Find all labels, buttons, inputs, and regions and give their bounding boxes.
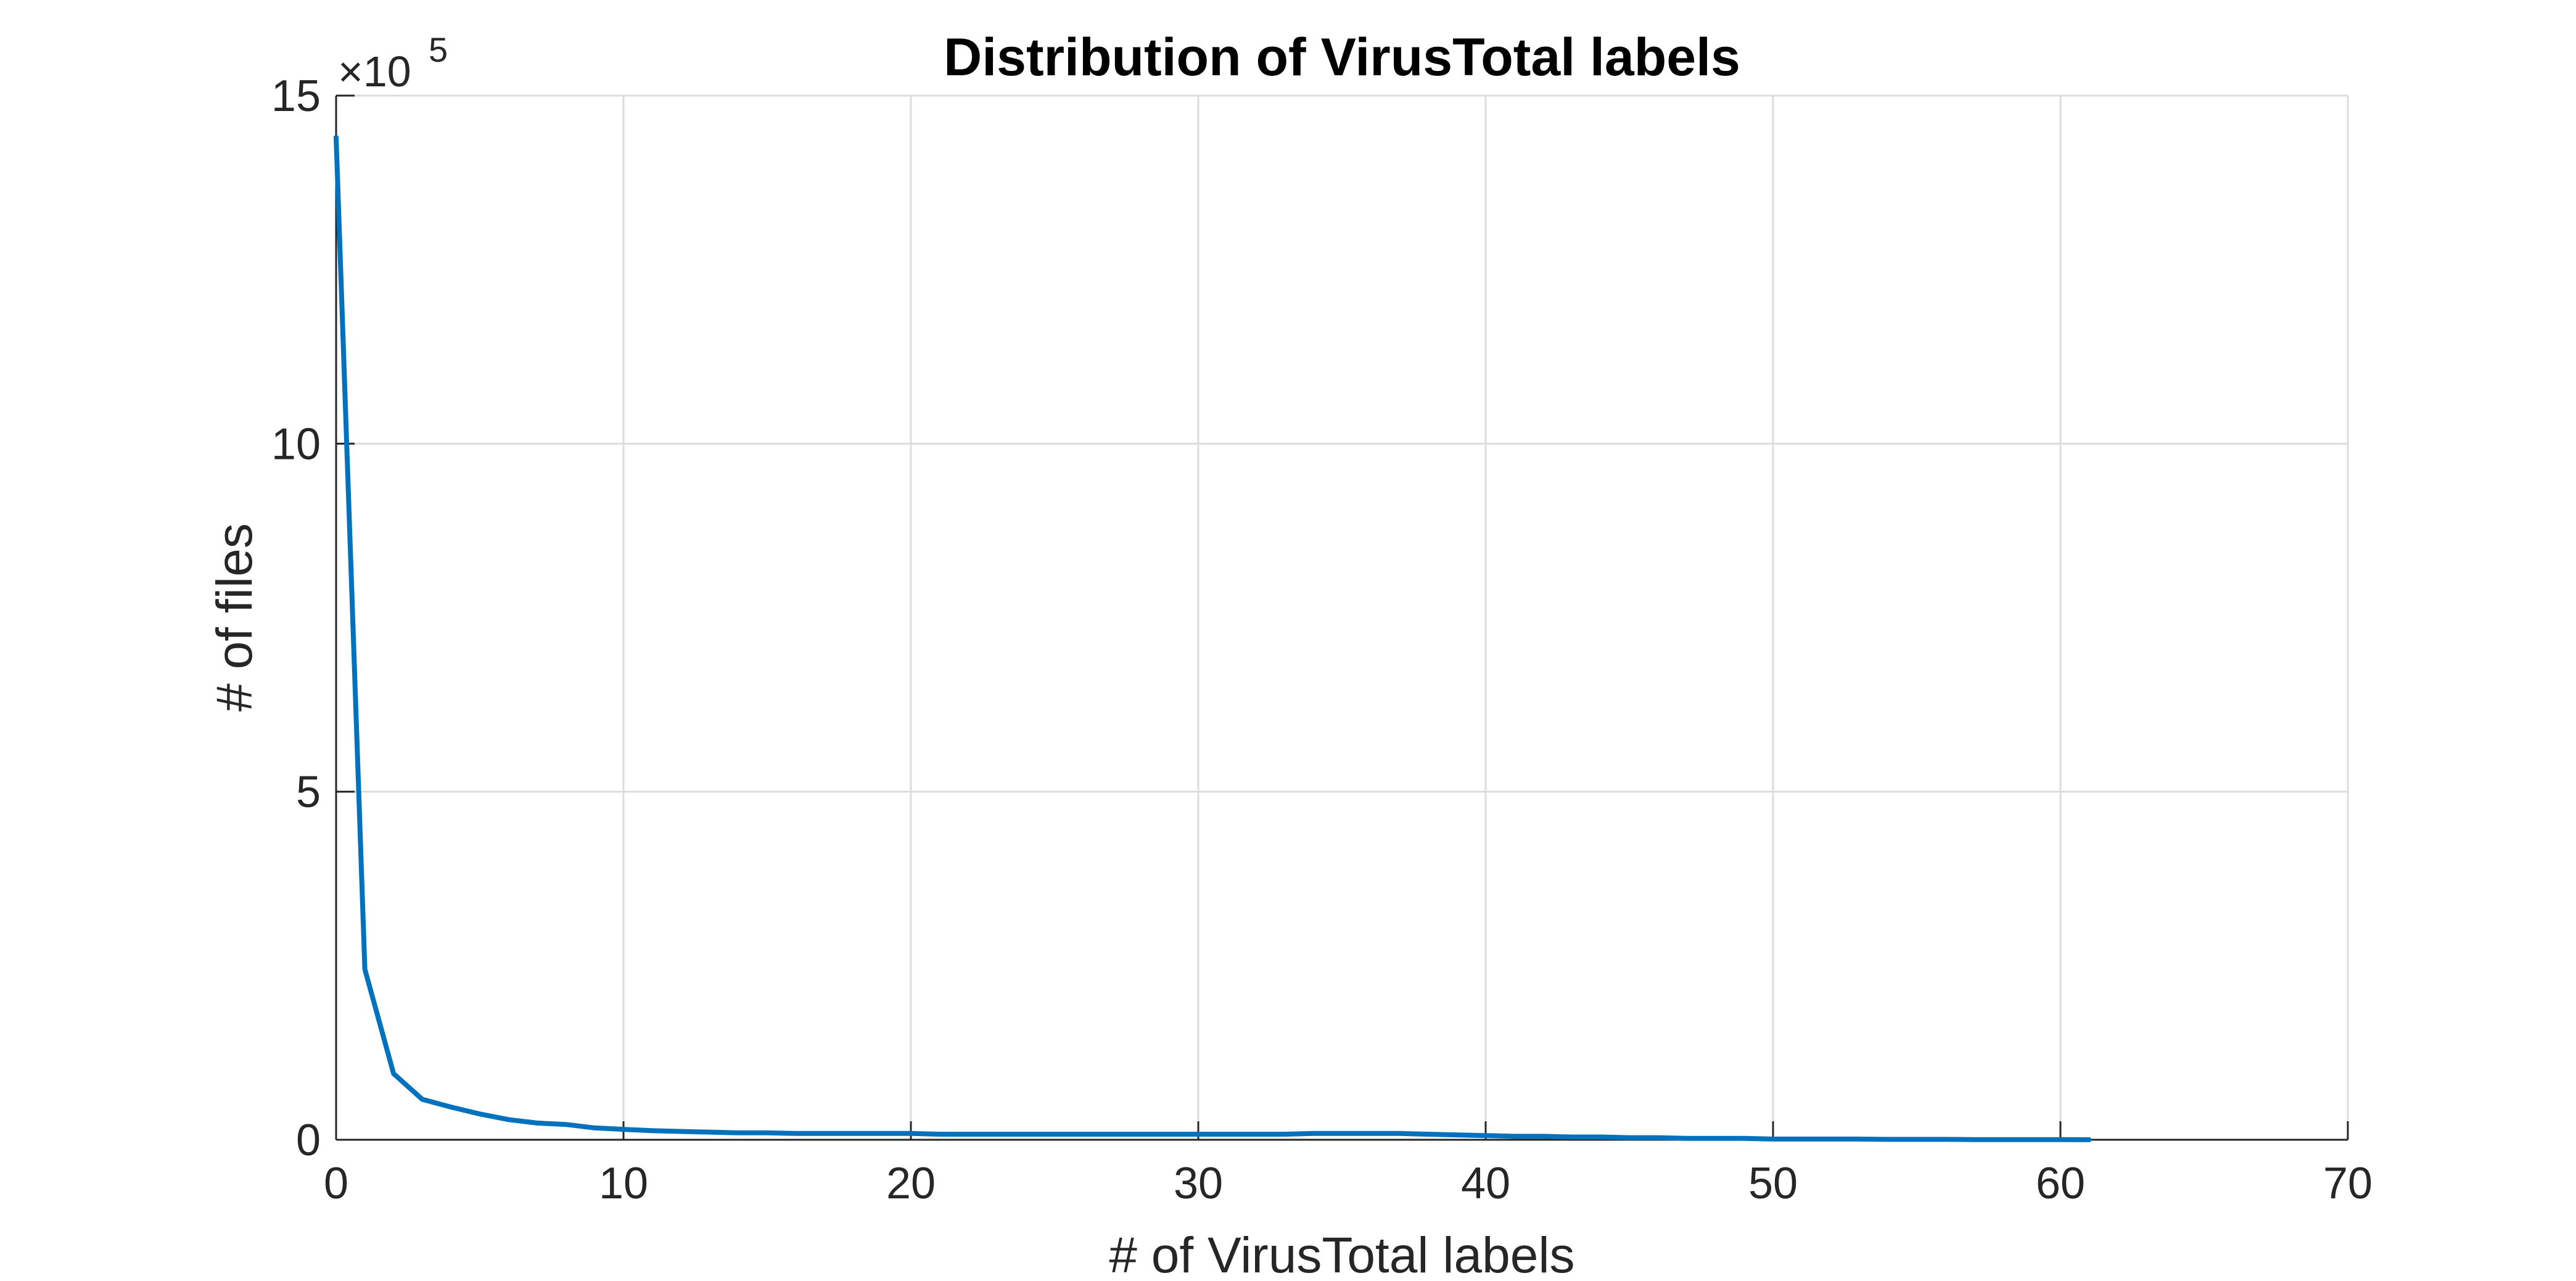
y-axis-label: # of files <box>207 523 263 711</box>
x-tick-label: 30 <box>1174 1159 1223 1208</box>
x-tick-label: 10 <box>599 1159 648 1208</box>
x-tick-label: 40 <box>1461 1159 1510 1208</box>
x-tick-label: 60 <box>2036 1159 2085 1208</box>
y-tick-label: 0 <box>296 1116 321 1165</box>
x-tick-label: 20 <box>886 1159 936 1208</box>
y-tick-label: 5 <box>296 768 321 817</box>
series-line <box>334 134 2092 1142</box>
x-tick-label: 50 <box>1748 1159 1798 1208</box>
axis-ticks: 0 10 20 30 40 50 60 70 0 5 10 15 <box>271 72 2372 1208</box>
y-tick-label: 15 <box>271 72 321 121</box>
y-tick-label: 10 <box>271 419 321 469</box>
plot-area <box>336 96 2348 1140</box>
x-axis-label: # of VirusTotal labels <box>1109 1227 1574 1281</box>
y-exponent-power: 5 <box>429 30 448 69</box>
x-tick-label: 70 <box>2323 1159 2372 1208</box>
y-exponent-label: ×10 5 <box>338 30 448 96</box>
grid-lines <box>336 94 2349 1140</box>
y-exponent-base: ×10 <box>338 47 411 96</box>
chart-title: Distribution of VirusTotal labels <box>944 28 1740 87</box>
x-tick-label: 0 <box>324 1159 348 1208</box>
